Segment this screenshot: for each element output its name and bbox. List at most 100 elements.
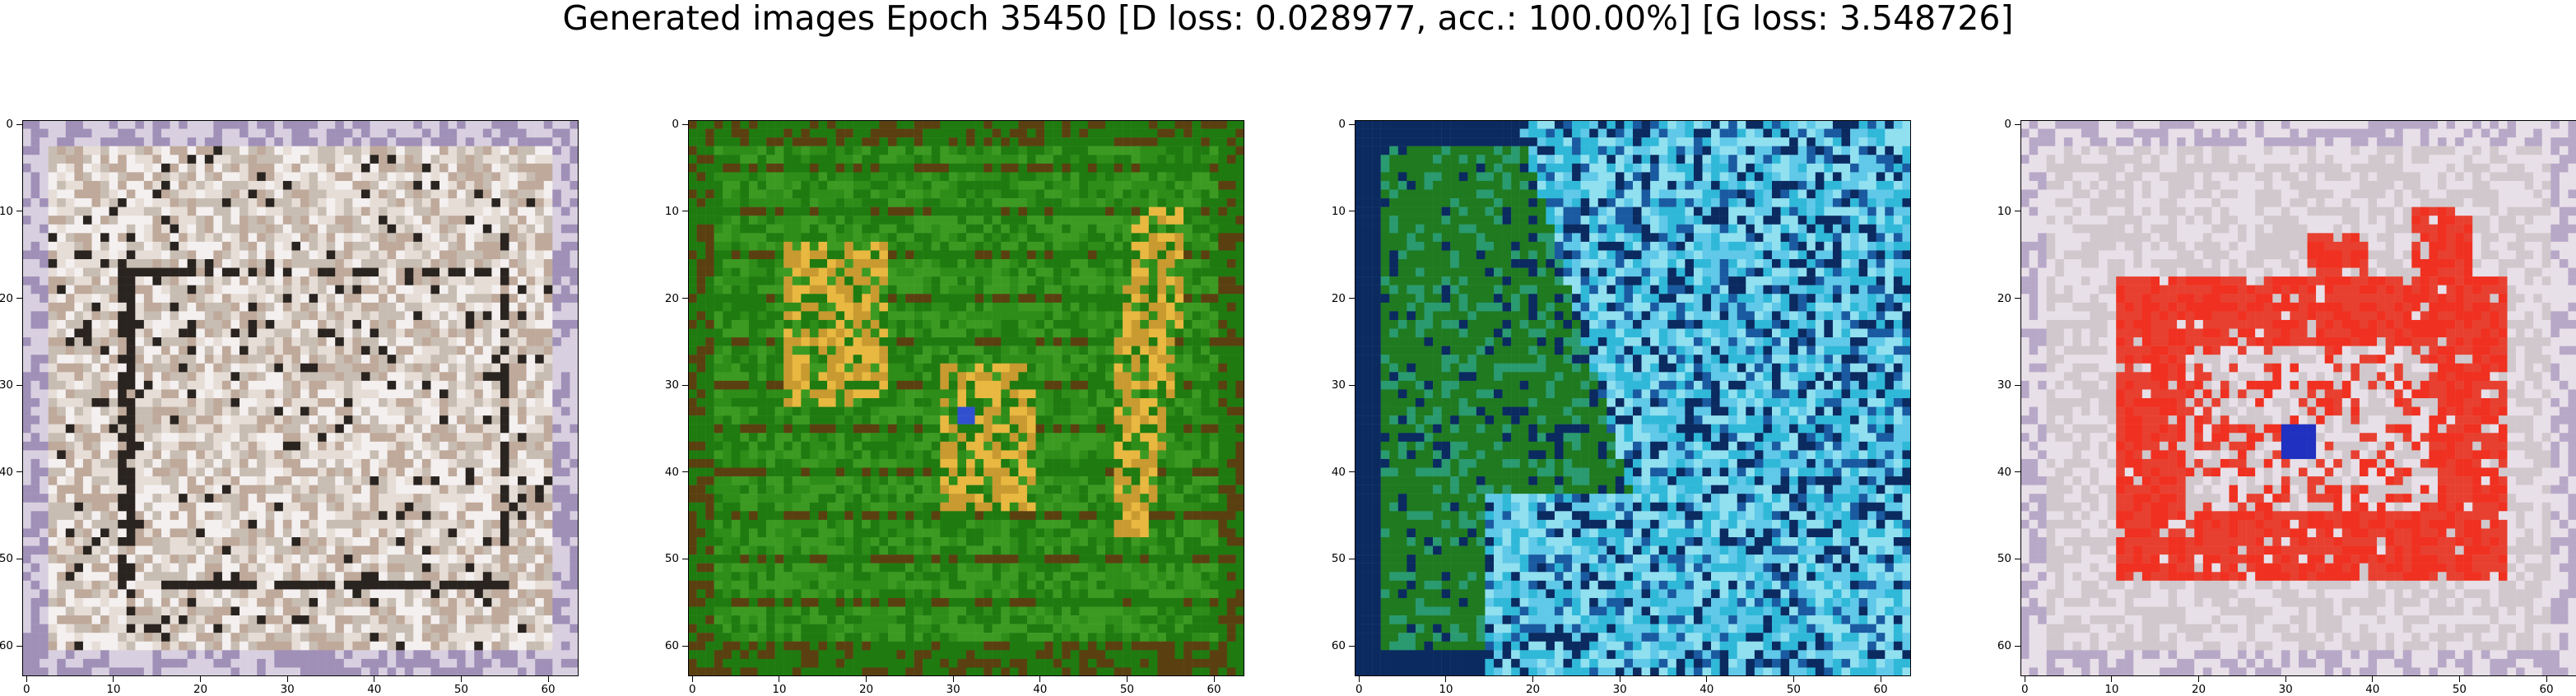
x-tick-mark	[2198, 676, 2200, 682]
y-tick-mark	[2015, 645, 2020, 647]
x-tick-mark	[2372, 676, 2374, 682]
x-tick-label: 30	[1612, 683, 1627, 696]
x-tick-mark	[952, 676, 954, 682]
y-tick-label: 0	[2004, 118, 2011, 132]
y-tick-label: 50	[1997, 552, 2011, 566]
y-tick-label: 0	[1338, 118, 1346, 132]
y-tick-mark	[2015, 298, 2020, 299]
y-tick-mark	[16, 384, 22, 386]
x-tick-mark	[547, 676, 549, 682]
y-tick-label: 40	[0, 465, 13, 479]
x-tick-label: 50	[1786, 683, 1801, 696]
y-tick-mark	[682, 645, 688, 647]
x-tick-label: 0	[22, 683, 30, 696]
x-tick-mark	[2111, 676, 2113, 682]
x-tick-mark	[2546, 676, 2547, 682]
y-tick-label: 20	[1997, 291, 2011, 305]
y-tick-label: 20	[664, 291, 679, 305]
generated-image-pixels	[2020, 120, 2576, 676]
generated-image-pixels	[1355, 120, 1911, 676]
x-tick-label: 20	[1525, 683, 1541, 696]
y-tick-mark	[682, 471, 688, 473]
x-tick-label: 10	[772, 683, 787, 696]
x-tick-mark	[286, 676, 288, 682]
x-tick-mark	[1793, 676, 1794, 682]
y-tick-mark	[1349, 645, 1355, 647]
y-tick-mark	[2015, 471, 2020, 473]
x-tick-label: 60	[2539, 683, 2554, 696]
x-tick-label: 0	[2020, 683, 2029, 696]
image-panel-1: 0 10 20 30 40 50 60 0 10 20 30 40 50 60	[0, 118, 579, 696]
x-tick-label: 60	[541, 683, 556, 696]
y-tick-label: 10	[1997, 204, 2011, 218]
x-tick-label: 30	[946, 683, 960, 696]
generated-image-pixels	[688, 120, 1244, 676]
y-tick-mark	[16, 471, 22, 473]
y-tick-label: 10	[0, 204, 13, 218]
y-tick-label: 20	[0, 291, 13, 305]
x-tick-label: 10	[106, 683, 121, 696]
y-tick-label: 10	[1331, 204, 1346, 218]
x-tick-mark	[26, 676, 27, 682]
x-tick-label: 10	[2104, 683, 2119, 696]
y-tick-mark	[1349, 298, 1355, 299]
image-panel-2: 0 10 20 30 40 50 60 0 10 20 30 40 50 60	[665, 118, 1244, 696]
y-tick-mark	[1349, 123, 1355, 125]
x-tick-label: 40	[367, 683, 382, 696]
x-tick-label: 60	[1873, 683, 1888, 696]
y-tick-label: 30	[664, 378, 679, 392]
x-tick-label: 0	[688, 683, 696, 696]
x-tick-mark	[1706, 676, 1708, 682]
y-tick-mark	[682, 123, 688, 125]
y-tick-label: 40	[1997, 465, 2011, 479]
y-tick-label: 0	[6, 118, 13, 132]
y-tick-label: 50	[1331, 552, 1346, 566]
x-tick-mark	[2458, 676, 2460, 682]
y-tick-mark	[1349, 471, 1355, 473]
x-tick-label: 20	[2191, 683, 2206, 696]
y-tick-mark	[16, 123, 22, 125]
x-tick-mark	[1126, 676, 1128, 682]
y-tick-label: 0	[672, 118, 679, 132]
y-tick-mark	[16, 298, 22, 299]
y-tick-mark	[682, 298, 688, 299]
y-tick-mark	[16, 645, 22, 647]
y-tick-label: 60	[1331, 639, 1346, 653]
x-tick-mark	[1213, 676, 1215, 682]
x-tick-label: 40	[1700, 683, 1714, 696]
figure-title: Generated images Epoch 35450 [D loss: 0.…	[562, 0, 2014, 38]
y-tick-label: 30	[1331, 378, 1346, 392]
x-tick-mark	[200, 676, 202, 682]
x-tick-mark	[1532, 676, 1534, 682]
y-tick-label: 60	[0, 639, 13, 653]
y-tick-label: 30	[0, 378, 13, 392]
x-tick-label: 40	[2365, 683, 2380, 696]
x-tick-label: 50	[2452, 683, 2467, 696]
y-tick-label: 40	[1331, 465, 1346, 479]
y-tick-label: 50	[664, 552, 679, 566]
x-tick-label: 30	[2278, 683, 2293, 696]
image-panel-3: 0 10 20 30 40 50 60 0 10 20 30 40 50 60	[1332, 118, 1911, 696]
x-tick-label: 30	[280, 683, 295, 696]
y-tick-label: 50	[0, 552, 13, 566]
x-tick-label: 10	[1439, 683, 1453, 696]
generated-image-pixels	[22, 120, 579, 676]
y-tick-label: 10	[664, 204, 679, 218]
y-tick-label: 60	[664, 639, 679, 653]
y-tick-label: 40	[664, 465, 679, 479]
x-tick-mark	[460, 676, 462, 682]
y-tick-mark	[2015, 384, 2020, 386]
x-tick-label: 50	[453, 683, 468, 696]
y-tick-label: 60	[1997, 639, 2011, 653]
x-tick-mark	[1039, 676, 1041, 682]
x-tick-label: 50	[1119, 683, 1134, 696]
x-tick-label: 20	[193, 683, 208, 696]
y-tick-mark	[1349, 384, 1355, 386]
image-panel-4: 0 10 20 30 40 50 60 0 10 20 30 40 50 60	[1997, 118, 2576, 696]
x-tick-label: 60	[1207, 683, 1221, 696]
x-tick-mark	[691, 676, 693, 682]
y-tick-label: 20	[1331, 291, 1346, 305]
x-tick-mark	[2285, 676, 2286, 682]
x-tick-label: 20	[858, 683, 874, 696]
x-tick-mark	[1358, 676, 1360, 682]
